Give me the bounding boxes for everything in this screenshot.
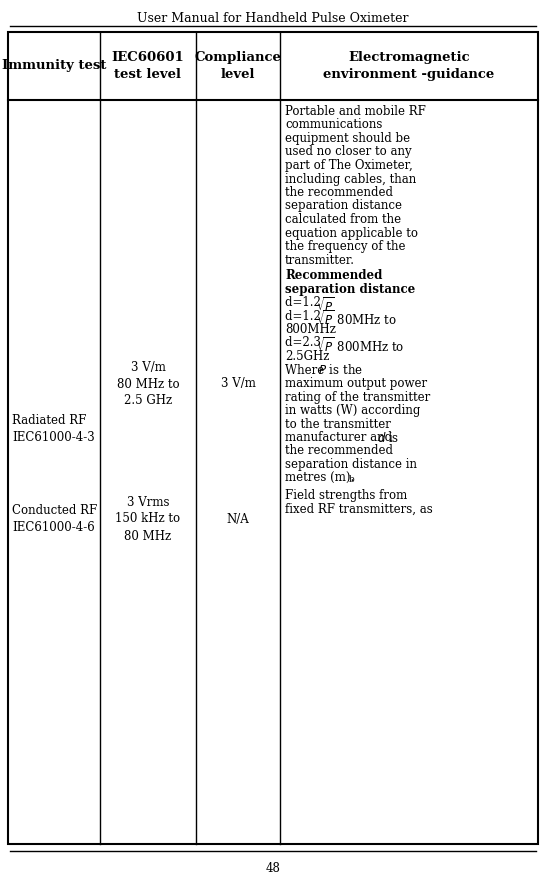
Text: metres (m).: metres (m).	[285, 471, 358, 485]
Text: calculated from the: calculated from the	[285, 213, 401, 226]
Text: the recommended: the recommended	[285, 444, 393, 458]
Text: d=1.2: d=1.2	[285, 296, 325, 309]
Text: $\sqrt{P}$ 80MHz to: $\sqrt{P}$ 80MHz to	[316, 309, 397, 328]
Text: equation applicable to: equation applicable to	[285, 227, 418, 239]
Text: Radiated RF
IEC61000-4-3: Radiated RF IEC61000-4-3	[12, 414, 95, 444]
Text: separation distance: separation distance	[285, 283, 416, 295]
Text: manufacturer and: manufacturer and	[285, 431, 396, 444]
Text: d=1.2: d=1.2	[285, 309, 325, 323]
Text: Recommended: Recommended	[285, 269, 382, 282]
Text: 800MHz: 800MHz	[285, 323, 336, 336]
Text: Conducted RF
IEC61000-4-6: Conducted RF IEC61000-4-6	[12, 504, 97, 534]
Text: User Manual for Handheld Pulse Oximeter: User Manual for Handheld Pulse Oximeter	[137, 12, 409, 25]
Text: Where: Where	[285, 364, 328, 377]
Text: d=2.3: d=2.3	[285, 337, 325, 349]
Text: including cables, than: including cables, than	[285, 172, 416, 186]
Text: IEC60601
test level: IEC60601 test level	[111, 51, 185, 81]
Text: Immunity test: Immunity test	[2, 60, 106, 73]
Text: communications: communications	[285, 118, 382, 132]
Text: 48: 48	[265, 861, 281, 875]
Text: used no closer to any: used no closer to any	[285, 146, 412, 158]
Text: to the transmitter: to the transmitter	[285, 418, 391, 430]
Text: Electromagnetic
environment -guidance: Electromagnetic environment -guidance	[323, 51, 495, 81]
Text: $\mathit{P}$ is the: $\mathit{P}$ is the	[318, 364, 363, 378]
Text: Portable and mobile RF: Portable and mobile RF	[285, 105, 426, 118]
Text: the recommended: the recommended	[285, 186, 393, 199]
Text: 3 V/m
80 MHz to
2.5 GHz: 3 V/m 80 MHz to 2.5 GHz	[117, 361, 179, 407]
Text: 3 Vrms
150 kHz to
80 MHz: 3 Vrms 150 kHz to 80 MHz	[115, 495, 181, 542]
Text: Compliance
level: Compliance level	[194, 51, 281, 81]
Text: separation distance: separation distance	[285, 199, 402, 212]
Text: equipment should be: equipment should be	[285, 132, 410, 145]
Text: $\sqrt{P}$ 800MHz to: $\sqrt{P}$ 800MHz to	[316, 337, 405, 356]
Text: separation distance in: separation distance in	[285, 458, 417, 471]
Text: maximum output power: maximum output power	[285, 377, 427, 390]
Text: the frequency of the: the frequency of the	[285, 240, 406, 253]
Text: rating of the transmitter: rating of the transmitter	[285, 390, 430, 404]
Text: fixed RF transmitters, as: fixed RF transmitters, as	[285, 502, 433, 516]
Text: transmitter.: transmitter.	[285, 253, 355, 267]
Text: 3 V/m: 3 V/m	[221, 378, 256, 390]
Text: Field strengths from: Field strengths from	[285, 489, 407, 502]
Text: 2.5GHz: 2.5GHz	[285, 350, 329, 363]
Text: part of The Oximeter,: part of The Oximeter,	[285, 159, 413, 172]
Text: b: b	[349, 475, 355, 484]
Text: N/A: N/A	[227, 512, 250, 525]
Text: $\sqrt{P}$: $\sqrt{P}$	[316, 296, 335, 315]
Text: in watts (W) according: in watts (W) according	[285, 404, 420, 417]
Text: $\mathit{d}$ is: $\mathit{d}$ is	[377, 431, 399, 445]
